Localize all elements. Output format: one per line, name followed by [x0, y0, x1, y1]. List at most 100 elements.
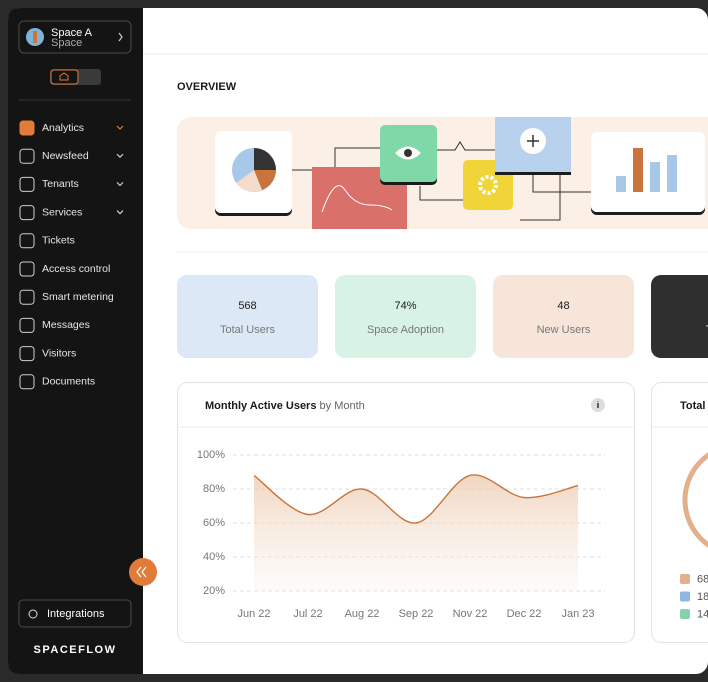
nav-icon: [19, 176, 35, 192]
stat-label: The M: [706, 324, 708, 336]
nav-item[interactable]: Visitors: [19, 346, 76, 362]
chart-subtitle: by Month: [320, 400, 365, 412]
nav-icon: [19, 120, 35, 136]
nav-icon: [19, 148, 35, 164]
home-icon: [59, 72, 69, 81]
plot: 100% 80% 60% 40% 20% Jun 22 Jul 22 Aug 22 Sep 22…: [197, 449, 708, 620]
stat-label: Space Adoption: [367, 324, 444, 336]
plus-icon: [527, 135, 539, 147]
x-tick-label: Dec 22: [507, 608, 542, 620]
y-tick-label: 60%: [203, 517, 225, 529]
stat-card: [177, 275, 318, 358]
stats: 568 Total Users 74% Space Adoption 48 New Use…: [177, 275, 708, 358]
chevron: [116, 153, 124, 159]
nav-label: Messages: [42, 319, 90, 331]
integrations-button[interactable]: [18, 599, 132, 628]
legend-label: 18%: [697, 591, 708, 603]
banner: [177, 117, 708, 229]
nav-item[interactable]: Newsfeed: [19, 148, 124, 164]
brand: SPACEFLOW: [34, 644, 117, 656]
nav: Analytics Newsfeed Tenants Services Tickets A…: [19, 120, 124, 390]
chevron: [116, 181, 124, 187]
line: [253, 474, 579, 524]
y-tick-label: 40%: [203, 551, 225, 563]
x-tick-label: Jan 23: [561, 608, 594, 620]
toggle-home[interactable]: [50, 69, 79, 85]
nav-icon: [19, 346, 35, 362]
nav-label: Tenants: [42, 178, 79, 190]
banner-bars: [616, 148, 677, 192]
nav-label: Visitors: [42, 347, 76, 359]
nav-label: Analytics: [42, 122, 84, 134]
nav-label: Smart metering: [42, 291, 114, 303]
legend-label: 68%: [697, 573, 708, 585]
stat-label: New Users: [537, 324, 591, 336]
nav-icon: [19, 289, 35, 305]
x-tick-label: Jul 22: [293, 608, 322, 620]
x-tick-label: Sep 22: [399, 608, 434, 620]
space-switcher[interactable]: [18, 20, 132, 54]
space-name: Space A: [51, 27, 93, 39]
banner-pie-slice: [254, 148, 276, 170]
chart-title: Monthly Active Users: [205, 400, 316, 412]
chevron: [116, 210, 124, 215]
nav-label: Newsfeed: [42, 150, 89, 162]
stat-card: [493, 275, 634, 358]
legend-swatch: [680, 591, 690, 602]
chevron: [116, 125, 124, 130]
nav-item[interactable]: Messages: [19, 317, 90, 333]
nav-item[interactable]: Access control: [19, 261, 110, 277]
banner-pie-slice: [254, 170, 276, 190]
legend-swatch: [680, 609, 690, 619]
nav-label: Documents: [42, 376, 95, 388]
nav-item[interactable]: Tenants: [19, 176, 124, 192]
y-tick-label: 100%: [197, 449, 225, 461]
nav-icon: [19, 317, 35, 333]
legend-label: 14%: [697, 608, 708, 620]
banner-pie-slice: [236, 170, 262, 192]
banner-wave: [321, 185, 393, 213]
pie-title: Total: [680, 400, 705, 412]
banner-lines: [292, 141, 591, 221]
pie-arc: [682, 452, 708, 548]
nav-icon: [19, 261, 35, 277]
nav-item[interactable]: Analytics: [19, 120, 124, 136]
collapse-button[interactable]: [129, 558, 157, 586]
stat-card: [335, 275, 476, 358]
nav-label: Tickets: [42, 235, 75, 247]
pie-card: [651, 382, 708, 643]
x-tick-label: Jun 22: [237, 608, 270, 620]
stat-value: 48: [557, 300, 569, 312]
integrations-label: Integrations: [47, 608, 105, 620]
nav-item[interactable]: Services: [19, 205, 124, 221]
stat-value: 74%: [394, 300, 416, 312]
sidebar: [8, 8, 143, 674]
nav-item[interactable]: Tickets: [19, 233, 75, 249]
nav-icon: [19, 374, 35, 390]
area: [254, 474, 578, 591]
banner-bar-card: [591, 132, 705, 212]
nav-item[interactable]: Documents: [19, 374, 95, 390]
chart-heading: Monthly Active Users by Month: [205, 400, 365, 412]
nav-item[interactable]: Smart metering: [19, 289, 114, 305]
integrations-icon: [28, 609, 38, 619]
page-title: OVERVIEW: [177, 81, 237, 93]
nav-icon: [19, 205, 35, 221]
space-type: Space: [51, 37, 82, 49]
collapse-icon: [136, 566, 147, 578]
eye-pupil: [404, 149, 412, 157]
banner-gear-card: [463, 160, 513, 210]
avatar-building: [33, 31, 37, 43]
nav-icon: [19, 233, 35, 249]
stat-label: Total Users: [220, 324, 276, 336]
chevron: [118, 32, 123, 42]
stat-value: 568: [238, 300, 256, 312]
x-tick-label: Nov 22: [453, 608, 488, 620]
y-tick-label: 80%: [203, 483, 225, 495]
gear-icon: [478, 175, 498, 195]
stat-card: [651, 275, 708, 358]
x-tick-label: Aug 22: [345, 608, 380, 620]
nav-label: Access control: [42, 263, 110, 275]
